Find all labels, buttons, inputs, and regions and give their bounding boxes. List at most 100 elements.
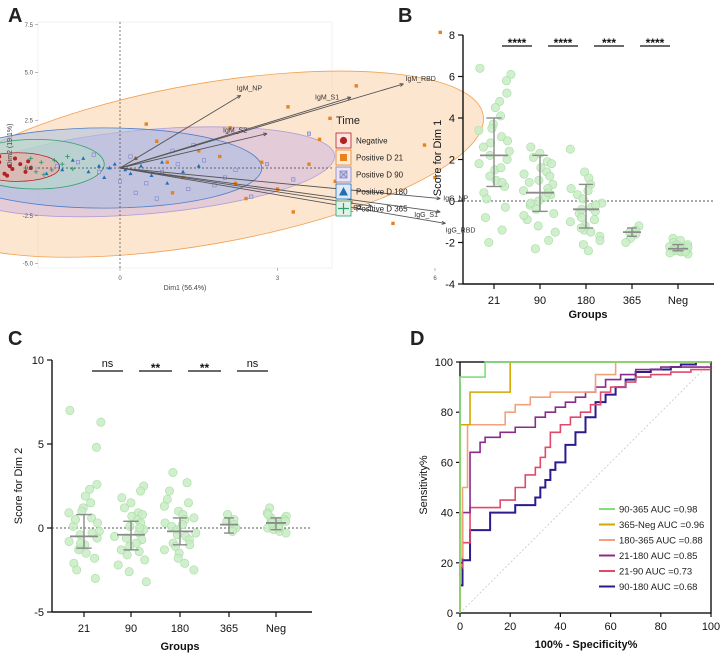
x-tick-label-21: 21 [488, 295, 500, 307]
loading-arrow-igm_s1 [119, 96, 352, 169]
pca-point-d21 [291, 210, 295, 214]
variable-label-igm_rbd: IgM_RBD [406, 76, 436, 83]
panel-d-label: D [410, 328, 424, 350]
pca-point-d21 [165, 160, 169, 164]
data-point-90 [530, 244, 540, 254]
variable-label-igg_rbd: IgG_RBD [446, 227, 476, 234]
roc-y-tick-label: 0 [447, 608, 453, 620]
dim2-scores-panel: C -5 0 5 10 21 90 180 365 Neg ns ** ** ns Groups Sc… [8, 328, 312, 653]
y-tick-label: -4 [445, 279, 455, 291]
data-point-21 [96, 417, 106, 427]
pca-point-d90 [233, 167, 238, 172]
positive-d90-cross-icon [339, 170, 348, 179]
data-point-21 [480, 213, 490, 223]
y-tick-label: 0 [38, 523, 44, 535]
pca-point-d21 [307, 162, 311, 166]
dim1-x-axis-label: Groups [568, 309, 607, 321]
dim2-axes: -5 0 5 10 21 90 180 365 Neg [32, 355, 312, 635]
data-point-21 [484, 238, 494, 248]
pca-point-d365 [39, 160, 44, 165]
roc-legend-label-21-180: 21-180 AUC =0.85 [619, 551, 697, 562]
pca-x-tick-label: 0 [118, 276, 122, 282]
data-point-Neg [281, 516, 291, 526]
roc-x-tick-label: 60 [604, 621, 616, 633]
data-point-90 [134, 547, 144, 557]
data-point-Neg [281, 528, 291, 538]
arrowhead-igg_s2 [368, 203, 373, 208]
y-tick-label: -5 [34, 607, 44, 619]
data-point-90 [550, 227, 560, 237]
data-point-180 [577, 213, 587, 223]
pca-point-d365 [33, 169, 39, 175]
pca-point-d365 [52, 158, 57, 163]
pca-point-d90 [291, 177, 296, 182]
pca-y-axis-label: Dim2 (19.1%) [7, 124, 14, 167]
dim1-y-axis-label: Score for Dim 1 [432, 120, 444, 196]
data-point-21 [497, 177, 507, 187]
roc-legend-label-180-365: 180-365 AUC =0.88 [619, 536, 703, 547]
significance-label-2: ** [151, 361, 161, 375]
roc-x-tick-label: 100 [702, 621, 720, 633]
pca-point-d365 [60, 161, 65, 167]
data-point-90 [546, 159, 556, 169]
pca-point-d180 [112, 161, 117, 166]
data-point-90 [110, 531, 120, 541]
pca-point-d90 [212, 183, 217, 188]
data-point-180 [183, 498, 193, 508]
pca-y-tick-label: 5.0 [25, 71, 34, 77]
roc-y-tick-label: 80 [441, 407, 453, 419]
data-point-180 [566, 184, 576, 194]
arrowhead-igm_rbd [399, 83, 404, 87]
legend-entry-positive-d90: Positive D 90 [335, 166, 404, 183]
pca-point-d90 [264, 162, 269, 167]
roc-x-tick-label: 0 [457, 621, 463, 633]
pca-point-d180 [181, 169, 185, 174]
pca-point-d21 [244, 196, 248, 201]
significance-label-4: ns [247, 358, 259, 370]
data-point-180 [173, 553, 183, 563]
dim2-x-axis-label: Groups [160, 641, 199, 653]
data-point-90 [119, 503, 129, 513]
pca-x-tick-label: 6 [433, 276, 437, 282]
negative-marker-icon [339, 136, 348, 145]
dim2-points [64, 405, 291, 587]
data-point-21 [70, 515, 80, 525]
variable-label-igm_s2: IgM_S2 [223, 128, 247, 135]
legend-title: Time [336, 115, 360, 127]
y-tick-label: 2 [449, 155, 455, 167]
pca-point-d90 [91, 152, 96, 157]
pca-point-d90 [118, 179, 123, 184]
x-tick-label-90: 90 [534, 295, 546, 307]
data-point-90 [524, 177, 534, 187]
significance-label-2: **** [554, 36, 573, 50]
positive-d365-plus-icon [338, 203, 349, 214]
data-point-90 [125, 521, 135, 531]
pca-point-d90 [144, 181, 149, 186]
pca-point-negative [10, 166, 15, 171]
data-point-90 [533, 221, 543, 231]
data-point-90 [534, 175, 544, 185]
pca-point-d365 [41, 172, 47, 177]
data-point-90 [519, 169, 529, 179]
data-point-21 [474, 125, 484, 135]
data-point-90 [544, 235, 554, 245]
pca-point-d365 [49, 167, 54, 173]
data-point-90 [135, 523, 145, 533]
y-tick-label: -2 [445, 238, 455, 250]
data-point-21 [502, 88, 512, 98]
pca-point-d180 [70, 158, 75, 162]
data-point-90 [545, 171, 555, 181]
data-point-21 [85, 484, 95, 494]
pca-point-negative [5, 173, 10, 178]
x-tick-label-Neg: Neg [266, 623, 286, 635]
roc-y-tick-label: 60 [441, 457, 453, 469]
roc-x-tick-label: 40 [554, 621, 566, 633]
pca-x-axis-label: Dim1 (56.4%) [164, 285, 207, 292]
roc-curve-180-365 [459, 361, 711, 613]
legend-label-positive-d180: Positive D 180 [356, 188, 408, 197]
roc-curve-90-365 [459, 361, 711, 613]
pca-y-tick-label: 2.5 [25, 118, 34, 124]
data-point-365 [621, 238, 631, 248]
data-point-90 [528, 152, 538, 162]
